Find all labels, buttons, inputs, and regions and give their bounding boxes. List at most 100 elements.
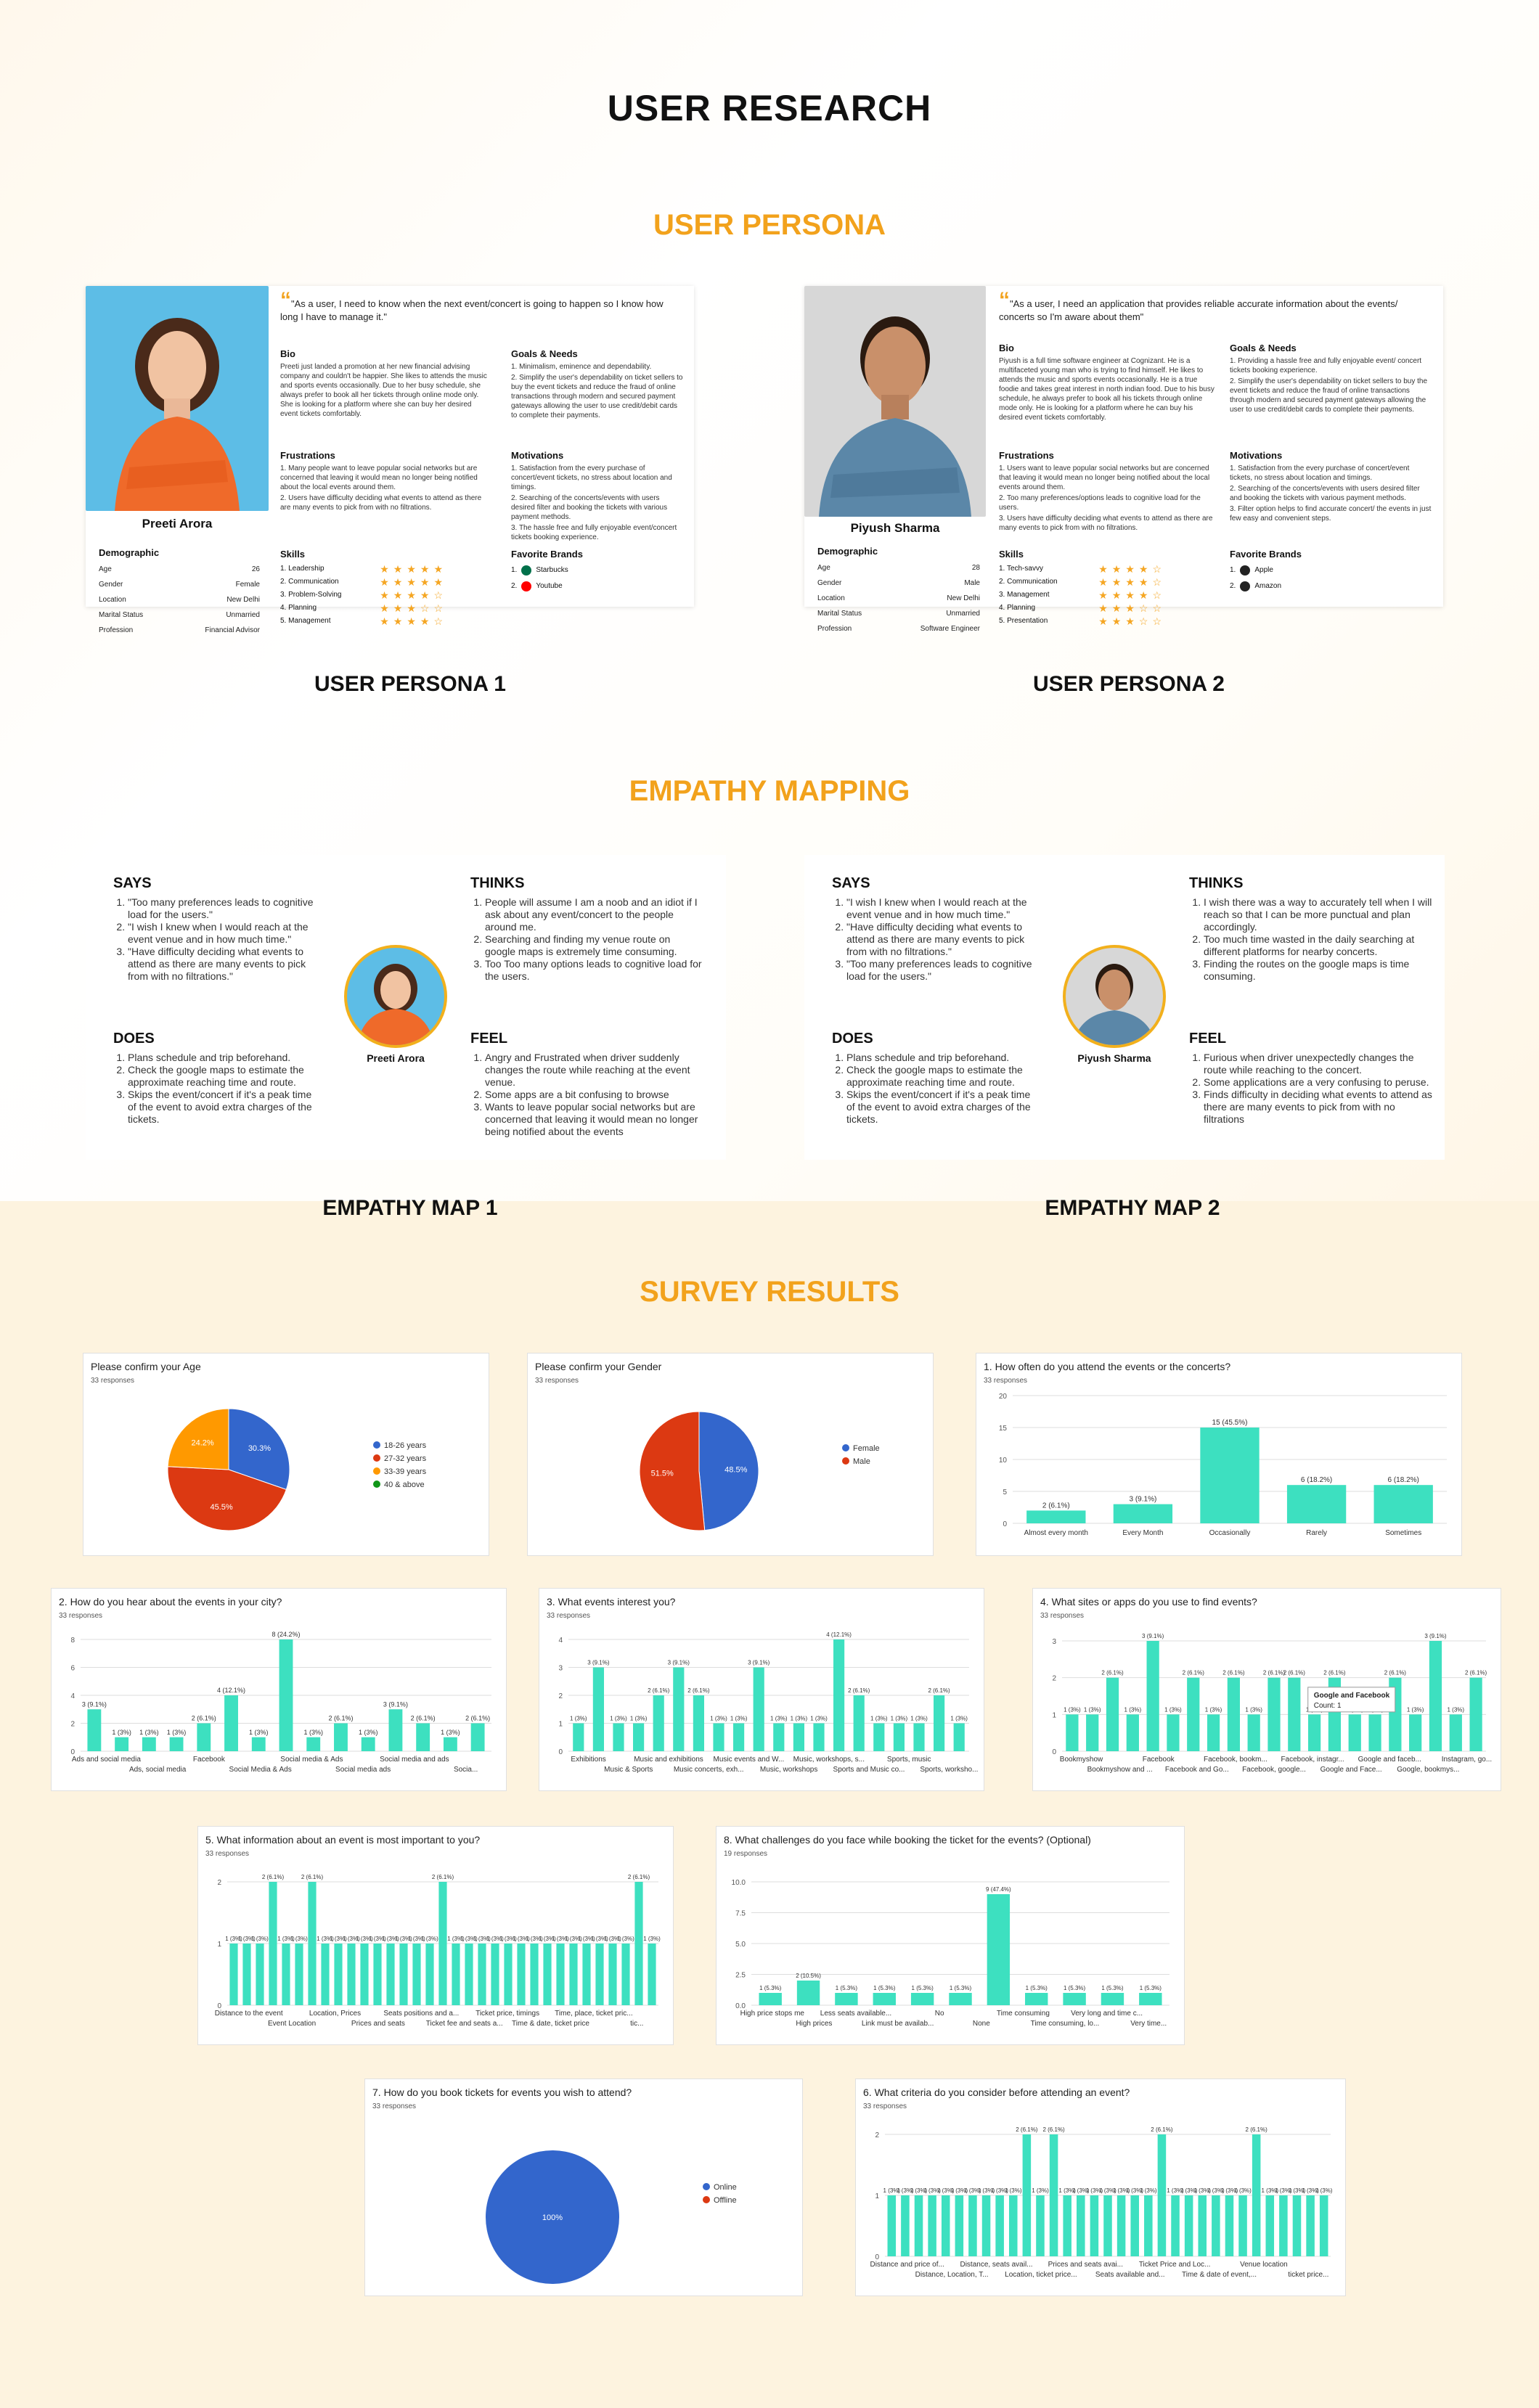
data-label: 1 (3%) [421,1936,438,1942]
bar [282,1944,290,2005]
x-tick-label: tic... [630,2020,643,2028]
x-tick-label: Link must be availab... [862,2020,934,2028]
does-item: Plans schedule and trip beforehand. [128,1052,321,1064]
demographic-value: New Delhi [226,596,260,604]
frustrations-block: Frustrations 1. Many people want to leave… [280,450,491,514]
apple-icon [1240,565,1251,576]
bar [713,1723,724,1751]
data-label: 1 (3%) [1086,2187,1103,2194]
data-label: 2 (6.1%) [1246,2126,1268,2133]
caption-persona-1: USER PERSONA 1 [314,672,506,696]
x-tick-label: Bookmyshow and ... [1087,1766,1153,1774]
x-tick-label: Facebook, instagr... [1281,1756,1344,1764]
x-tick-label: Exhibitions [571,1756,605,1764]
x-tick-label: Sports, music [887,1756,931,1764]
data-label: 1 (3%) [1113,2187,1130,2194]
bar [256,1944,264,2005]
demographic-value: Software Engineer [920,625,980,633]
x-tick-label: Music and exhibitions [634,1756,703,1764]
y-tick-label: 1 [875,2192,879,2200]
pie-slice [167,1466,287,1531]
data-label: 2 (6.1%) [1283,1670,1306,1676]
x-tick-label: Every Month [1122,1529,1163,1537]
x-tick-label: None [973,2020,990,2028]
bar [634,1882,643,2005]
data-label: 1 (3%) [1245,1706,1262,1713]
x-tick-label: Facebook and Go... [1165,1766,1229,1774]
says-item: "Have difficulty deciding what events to… [846,921,1040,958]
bar [229,1944,238,2005]
data-label: 2 (6.1%) [465,1715,490,1722]
bar [1265,2195,1275,2256]
does-block: DOESPlans schedule and trip beforehand.C… [113,1031,321,1126]
x-tick-label: Sometimes [1385,1529,1421,1537]
data-label: 2 (6.1%) [1183,1670,1205,1676]
data-label: 1 (3%) [578,1936,595,1942]
data-label: 1 (3%) [447,1936,465,1942]
data-label: 2 (6.1%) [1151,2126,1173,2133]
skill-rating: ★★★★☆ [380,615,447,627]
chart-q5: 5. What information about an event is mo… [197,1826,674,2045]
data-label: 1 (3%) [369,1936,386,1942]
bar [1126,1714,1139,1751]
frustration-item: 2. Too many preferences/options leads to… [999,494,1201,512]
slice-label: 24.2% [192,1438,214,1447]
bar [1225,2195,1234,2256]
data-label: 1 (3%) [499,1936,517,1942]
skills-block: Skills 1. Leadership ★★★★★ 2. Communication… [280,549,447,627]
bar [853,1695,865,1751]
bar [197,1723,211,1751]
x-tick-label: Very time... [1130,2020,1167,2028]
says-item: "Too many preferences leads to cognitive… [128,896,321,921]
starbucks-icon [521,565,532,576]
legend-label: 33-39 years [384,1467,427,1476]
x-tick-label: Google, bookmys... [1397,1766,1459,1774]
skill-rating: ★★★★☆ [1098,576,1166,588]
bar [1090,2195,1099,2256]
bar [470,1723,485,1751]
does-item: Skips the event/concert if it's a peak t… [846,1089,1040,1126]
data-label: 1 (5.3%) [836,1985,858,1991]
bar [1117,2195,1126,2256]
data-label: 4 (12.1%) [826,1631,852,1638]
x-tick-label: Time & date, ticket price [512,2020,589,2028]
bar [833,1639,845,1751]
motivation-item: 3. The hassle free and fully enjoyable e… [511,524,677,541]
brand-label: Starbucks [536,566,568,574]
data-label: 1 (5.3%) [1026,1985,1048,1991]
y-tick-label: 0 [875,2253,879,2261]
skill-rating: ★★★☆☆ [1098,615,1166,627]
chart-q6: 6. What criteria do you consider before … [855,2079,1346,2296]
demographic-row: Gender Male [817,576,980,591]
bar [873,1723,885,1751]
persona-photo [86,286,269,511]
skill-label: 3. Problem-Solving [280,591,342,599]
chart-title: 4. What sites or apps do you use to find… [1040,1596,1257,1608]
x-tick-label: Distance and price of... [870,2261,944,2269]
bar [873,1993,896,2005]
x-tick-label: Time consuming, lo... [1031,2020,1100,2028]
y-tick-label: 5 [1003,1488,1007,1496]
thinks-block: THINKSPeople will assume I am a noob and… [470,875,703,983]
bar [1429,1641,1442,1751]
y-tick-label: 0.0 [735,2002,746,2010]
brands-block: Favorite Brands 1. Apple 2. Amazon [1230,549,1418,594]
thinks-item: I wish there was a way to accurately tel… [1204,896,1436,933]
bar [491,1944,499,2005]
demographic-value: Unmarried [946,610,980,618]
frustrations-block: Frustrations 1. Users want to leave popul… [999,450,1217,534]
bar [1113,1504,1173,1523]
data-label: 1 (3%) [251,1936,269,1942]
chart-responses: 33 responses [984,1377,1028,1385]
bar [1373,1485,1433,1523]
feel-item: Furious when driver unexpectedly changes… [1204,1052,1436,1076]
data-label: 3 (9.1%) [82,1700,107,1708]
skill-row: 2. Communication ★★★★★ [280,576,447,589]
legend-swatch [703,2196,710,2203]
bar [913,1723,925,1751]
data-label: 8 (24.2%) [272,1631,300,1638]
bar [412,1944,421,2005]
amazon-icon [1240,581,1251,591]
data-label: 2 (6.1%) [687,1687,710,1694]
